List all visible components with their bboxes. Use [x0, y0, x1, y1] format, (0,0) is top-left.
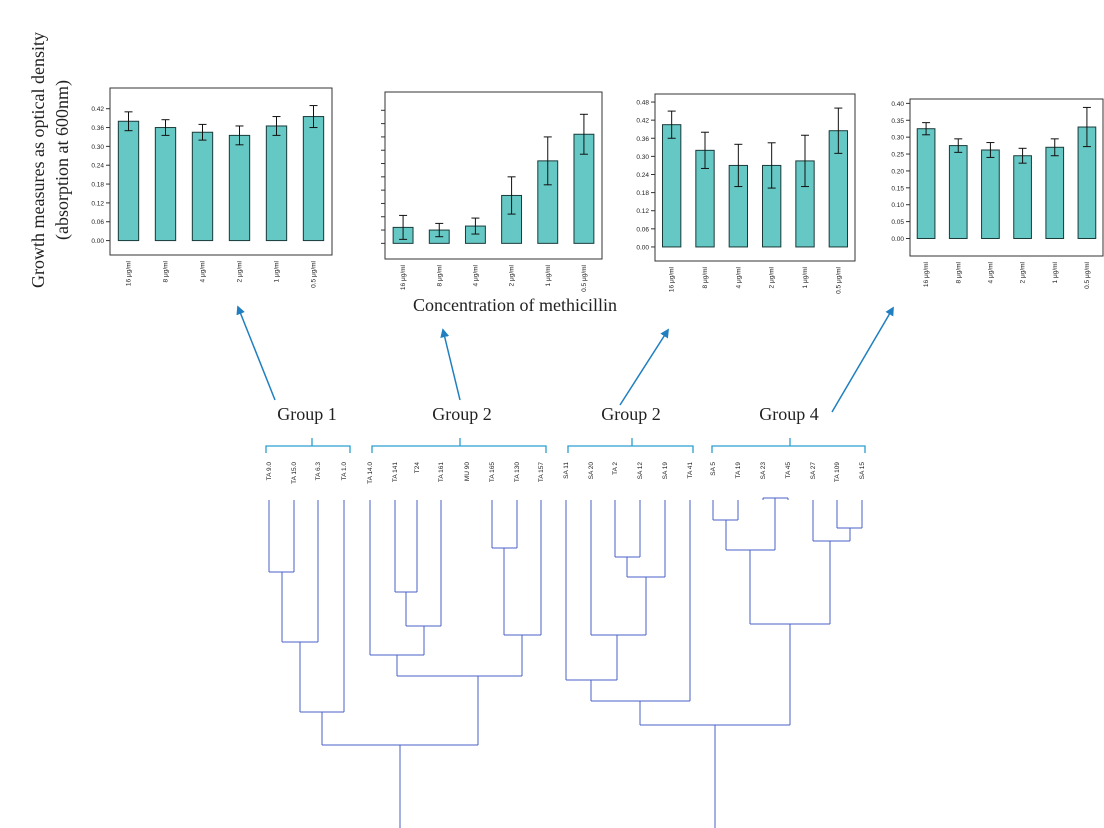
- leaf-label: TA 161: [438, 462, 445, 483]
- leaf-label: TA 6.3: [315, 462, 322, 481]
- leaf-label: TA 15.0: [291, 462, 298, 484]
- leaf-label: TA 2: [612, 462, 619, 475]
- leaf-label: T24: [414, 462, 421, 474]
- leaf-label: SA 12: [637, 462, 644, 480]
- leaf-label: TA 41: [687, 462, 694, 479]
- leaf-label: MU 90: [464, 462, 471, 482]
- leaf-label: SA 19: [662, 462, 669, 480]
- leaf-label: TA 109: [834, 462, 841, 483]
- leaf-label: TA 45: [785, 462, 792, 479]
- leaf-label: TA 14.0: [367, 462, 374, 484]
- leaf-label: TA 19: [735, 462, 742, 479]
- leaf-label: SA 27: [810, 462, 817, 480]
- leaf-label: TA 141: [392, 462, 399, 483]
- leaf-label: SA 5: [710, 462, 717, 476]
- group-bracket: [568, 438, 693, 453]
- group-bracket: [266, 438, 350, 453]
- leaf-label: TA 9.0: [266, 462, 273, 481]
- leaf-label: SA 15: [859, 462, 866, 480]
- leaf-label: SA 11: [563, 462, 570, 479]
- leaf-label: TA 157: [538, 462, 545, 483]
- leaf-label: TA 1.0: [341, 462, 348, 481]
- group-bracket: [372, 438, 546, 453]
- leaf-label: TA 165: [489, 462, 496, 483]
- leaf-label: SA 20: [588, 462, 595, 480]
- group-bracket: [712, 438, 865, 453]
- leaf-label: SA 23: [760, 462, 767, 480]
- leaf-label: TA 130: [514, 462, 521, 483]
